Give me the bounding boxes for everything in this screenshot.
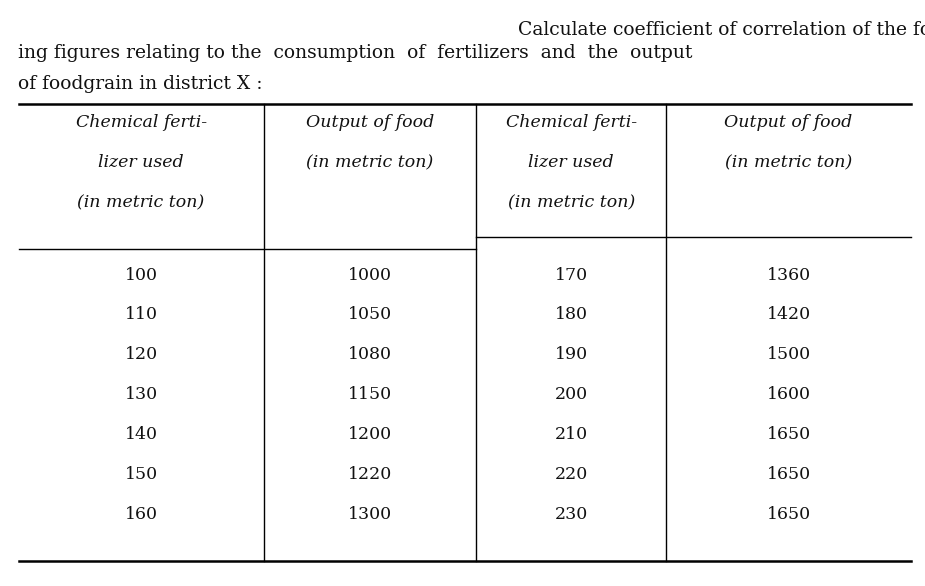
Text: 180: 180 [555, 306, 587, 323]
Text: 140: 140 [125, 426, 157, 443]
Text: 200: 200 [555, 386, 587, 403]
Text: (in metric ton): (in metric ton) [508, 194, 635, 211]
Text: 110: 110 [125, 306, 157, 323]
Text: 1360: 1360 [767, 267, 810, 284]
Text: 130: 130 [125, 386, 157, 403]
Text: ing figures relating to the  consumption  of  fertilizers  and  the  output: ing figures relating to the consumption … [18, 44, 693, 62]
Text: Output of food: Output of food [306, 114, 434, 131]
Text: (in metric ton): (in metric ton) [725, 154, 852, 171]
Text: 1000: 1000 [348, 267, 392, 284]
Text: 150: 150 [125, 466, 157, 483]
Text: 1650: 1650 [767, 506, 810, 523]
Text: of foodgrain in district X :: of foodgrain in district X : [18, 75, 263, 93]
Text: 100: 100 [125, 267, 157, 284]
Text: Output of food: Output of food [724, 114, 853, 131]
Text: 1150: 1150 [348, 386, 392, 403]
Text: (in metric ton): (in metric ton) [78, 194, 204, 211]
Text: 1200: 1200 [348, 426, 392, 443]
Text: 170: 170 [555, 267, 587, 284]
Text: 1050: 1050 [348, 306, 392, 323]
Text: 1500: 1500 [767, 346, 810, 363]
Text: 160: 160 [125, 506, 157, 523]
Text: 1080: 1080 [348, 346, 392, 363]
Text: 1420: 1420 [767, 306, 810, 323]
Text: 1650: 1650 [767, 466, 810, 483]
Text: 230: 230 [555, 506, 587, 523]
Text: Chemical ferti-: Chemical ferti- [506, 114, 636, 131]
Text: Chemical ferti-: Chemical ferti- [76, 114, 206, 131]
Text: 120: 120 [125, 346, 157, 363]
Text: lizer used: lizer used [528, 154, 614, 171]
Text: Calculate coefficient of correlation of the follow-: Calculate coefficient of correlation of … [518, 21, 925, 39]
Text: 190: 190 [555, 346, 587, 363]
Text: 210: 210 [555, 426, 587, 443]
Text: 1300: 1300 [348, 506, 392, 523]
Text: lizer used: lizer used [98, 154, 184, 171]
Text: 1600: 1600 [767, 386, 810, 403]
Text: 1220: 1220 [348, 466, 392, 483]
Text: 1650: 1650 [767, 426, 810, 443]
Text: 220: 220 [555, 466, 587, 483]
Text: (in metric ton): (in metric ton) [306, 154, 434, 171]
